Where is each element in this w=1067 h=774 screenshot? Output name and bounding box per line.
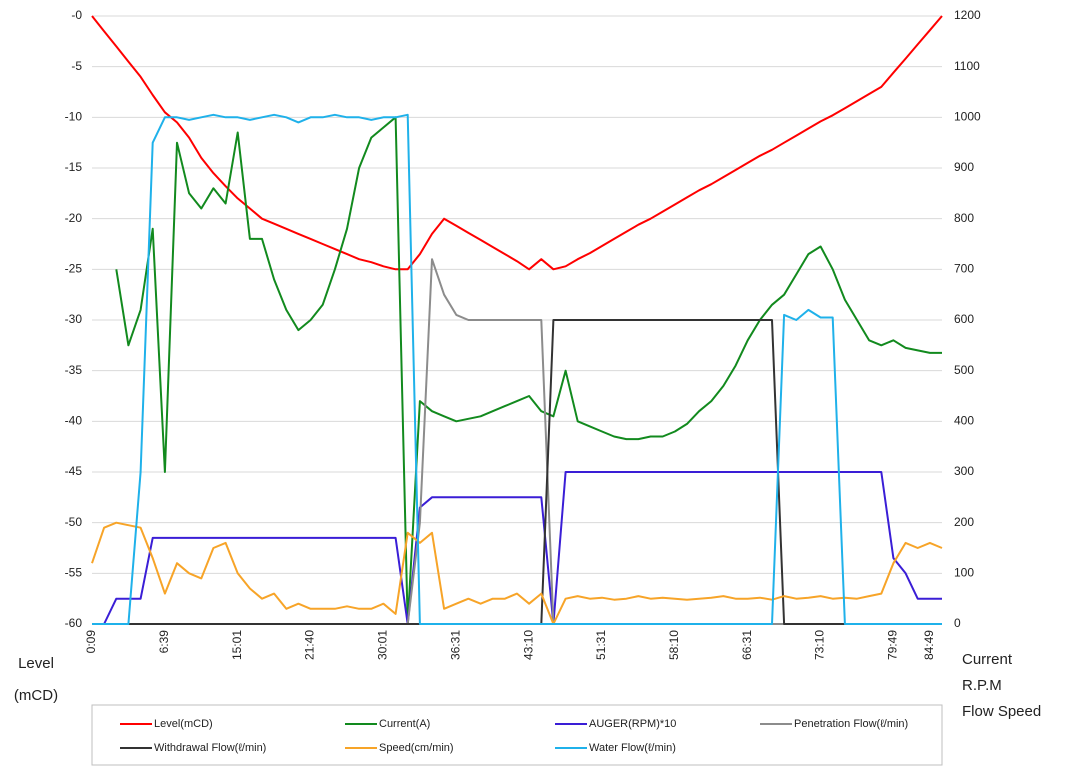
legend-label: Level(mCD)	[154, 718, 213, 730]
legend-label: Speed(cm/min)	[379, 742, 454, 754]
y2-axis-label: Current	[962, 651, 1013, 668]
y2-tick-label: 500	[954, 363, 974, 377]
series-line	[92, 471, 942, 625]
y-tick-label: -45	[65, 464, 83, 478]
y2-tick-label: 100	[954, 566, 974, 580]
series-line	[91, 15, 943, 271]
y-tick-label: -35	[65, 363, 83, 377]
legend-label: Penetration Flow(ℓ/min)	[794, 718, 908, 730]
legend-label: Withdrawal Flow(ℓ/min)	[154, 742, 266, 754]
y2-tick-label: 600	[954, 312, 974, 326]
legend-box	[91, 704, 943, 766]
y-axis-label: (mCD)	[14, 687, 58, 704]
y2-axis-label: Flow Speed	[962, 703, 1041, 720]
y-tick-label: -0	[71, 8, 82, 22]
x-tick-label: 66:31	[740, 630, 754, 660]
x-tick-label: 79:49	[886, 630, 900, 660]
x-tick-label: 51:31	[594, 630, 608, 660]
x-tick-label: 30:01	[376, 630, 390, 660]
x-tick-label: 84:49	[922, 630, 936, 660]
y2-tick-label: 800	[954, 211, 974, 225]
legend-label: AUGER(RPM)*10	[589, 718, 676, 730]
series-line	[115, 116, 942, 625]
y-tick-label: -55	[65, 566, 83, 580]
legend-label: Water Flow(ℓ/min)	[589, 742, 676, 754]
y2-tick-label: 300	[954, 464, 974, 478]
y2-axis-label: R.P.M	[962, 677, 1002, 694]
x-tick-label: 21:40	[303, 630, 317, 660]
y2-tick-label: 1000	[954, 110, 981, 124]
y-tick-label: -30	[65, 312, 83, 326]
x-tick-label: 36:31	[448, 630, 462, 660]
y2-tick-label: 200	[954, 515, 974, 529]
x-tick-label: 43:10	[521, 630, 535, 660]
series-line	[91, 521, 943, 625]
y-tick-label: -10	[65, 110, 83, 124]
y-tick-label: -40	[65, 414, 83, 428]
y2-tick-label: 0	[954, 616, 961, 630]
x-tick-label: 6:39	[157, 630, 171, 654]
y-tick-label: -50	[65, 515, 83, 529]
x-tick-label: 15:01	[230, 630, 244, 660]
y-tick-label: -20	[65, 211, 83, 225]
legend-label: Current(A)	[379, 718, 430, 730]
x-tick-label: 58:10	[667, 630, 681, 660]
y-tick-label: -15	[65, 160, 83, 174]
y2-tick-label: 400	[954, 414, 974, 428]
y-tick-label: -25	[65, 262, 83, 276]
y2-tick-label: 1100	[954, 59, 980, 73]
series-line	[92, 113, 942, 625]
y-tick-label: -5	[71, 59, 82, 73]
y-axis-label: Level	[18, 655, 54, 672]
y2-tick-label: 1200	[954, 8, 981, 22]
y2-tick-label: 700	[954, 262, 974, 276]
y2-tick-label: 900	[954, 160, 974, 174]
x-tick-label: 0:09	[84, 630, 98, 654]
y-tick-label: -60	[65, 616, 83, 630]
x-tick-label: 73:10	[813, 630, 827, 660]
